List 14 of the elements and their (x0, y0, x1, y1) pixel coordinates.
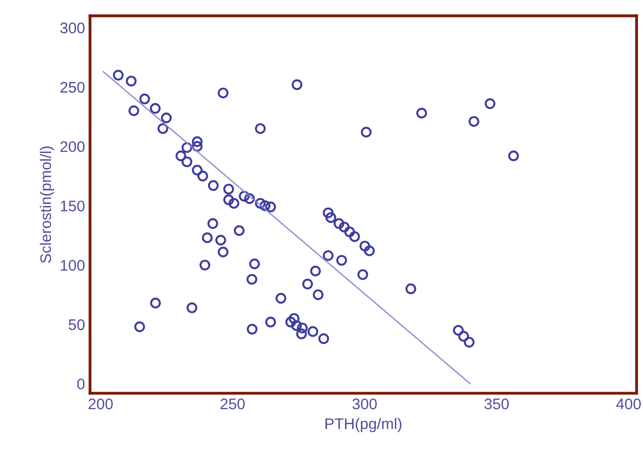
y-tick-label: 250 (60, 82, 85, 93)
x-tick-label: 400 (616, 398, 641, 410)
x-tick-label: 200 (88, 398, 113, 410)
y-tick-label: 50 (68, 319, 85, 330)
y-tick-label: 200 (60, 141, 85, 152)
y-tick-label: 100 (60, 260, 85, 271)
y-axis-title: Sclerostin(pmol/l) (40, 146, 54, 263)
x-tick-label: 300 (352, 398, 377, 410)
x-tick-label: 250 (220, 398, 245, 410)
x-tick-label: 350 (484, 398, 509, 410)
y-tick-label: 0 (77, 378, 85, 390)
x-axis-title: PTH(pg/ml) (326, 418, 402, 432)
y-tick-label: 300 (60, 22, 85, 34)
y-tick-label: 150 (60, 200, 85, 212)
